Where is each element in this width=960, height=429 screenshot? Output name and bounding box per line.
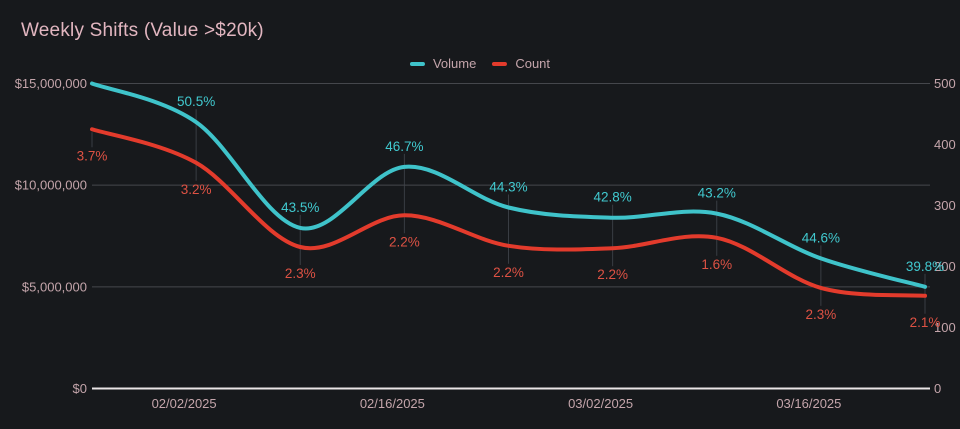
volume-point-label: 43.5% <box>281 200 319 215</box>
volume-point-label: 50.5% <box>177 94 215 109</box>
count-point-label: 2.3% <box>805 307 836 322</box>
right-axis-tick: 300 <box>934 198 956 213</box>
x-axis-tick: 02/16/2025 <box>360 396 425 411</box>
chart-title: Weekly Shifts (Value >$20k) <box>21 20 264 41</box>
count-point-label: 2.2% <box>493 265 524 280</box>
legend-item-count[interactable]: Count <box>492 56 550 71</box>
count-point-label: 1.6% <box>701 257 732 272</box>
x-axis-tick: 02/02/2025 <box>152 396 217 411</box>
legend-label: Count <box>515 56 551 71</box>
x-axis-tick: 03/16/2025 <box>776 396 841 411</box>
right-axis-tick: 400 <box>934 137 956 152</box>
right-axis-tick: 500 <box>934 76 956 91</box>
x-axis-tick: 03/02/2025 <box>568 396 633 411</box>
left-axis-tick: $10,000,000 <box>15 178 87 193</box>
count-point-label: 2.1% <box>910 315 941 330</box>
right-axis-tick: 0 <box>934 381 941 396</box>
count-point-label: 2.2% <box>389 234 420 249</box>
left-axis-tick: $0 <box>73 381 87 396</box>
volume-point-label: 39.8% <box>906 259 944 274</box>
left-axis-tick: $5,000,000 <box>22 279 87 294</box>
volume-swatch-icon <box>409 61 425 66</box>
right-axis-tick: 100 <box>934 320 956 335</box>
volume-point-label: 44.6% <box>802 230 840 245</box>
volume-point-label: 46.7% <box>385 139 423 154</box>
count-point-label: 3.2% <box>181 182 212 197</box>
legend: Volume Count <box>409 56 550 71</box>
count-point-label: 3.7% <box>77 148 108 163</box>
count-point-label: 2.2% <box>597 267 628 282</box>
volume-line[interactable] <box>90 81 927 289</box>
legend-item-volume[interactable]: Volume <box>409 56 477 71</box>
right-axis-tick: 200 <box>934 259 956 274</box>
count-point-label: 2.3% <box>285 266 316 281</box>
volume-point-label: 43.2% <box>698 186 736 201</box>
volume-point-label: 44.3% <box>489 180 527 195</box>
legend-label: Volume <box>432 56 477 71</box>
count-line[interactable] <box>90 127 927 298</box>
count-swatch-icon <box>492 61 508 66</box>
volume-point-label: 42.8% <box>593 190 631 205</box>
left-axis-tick: $15,000,000 <box>15 76 87 91</box>
